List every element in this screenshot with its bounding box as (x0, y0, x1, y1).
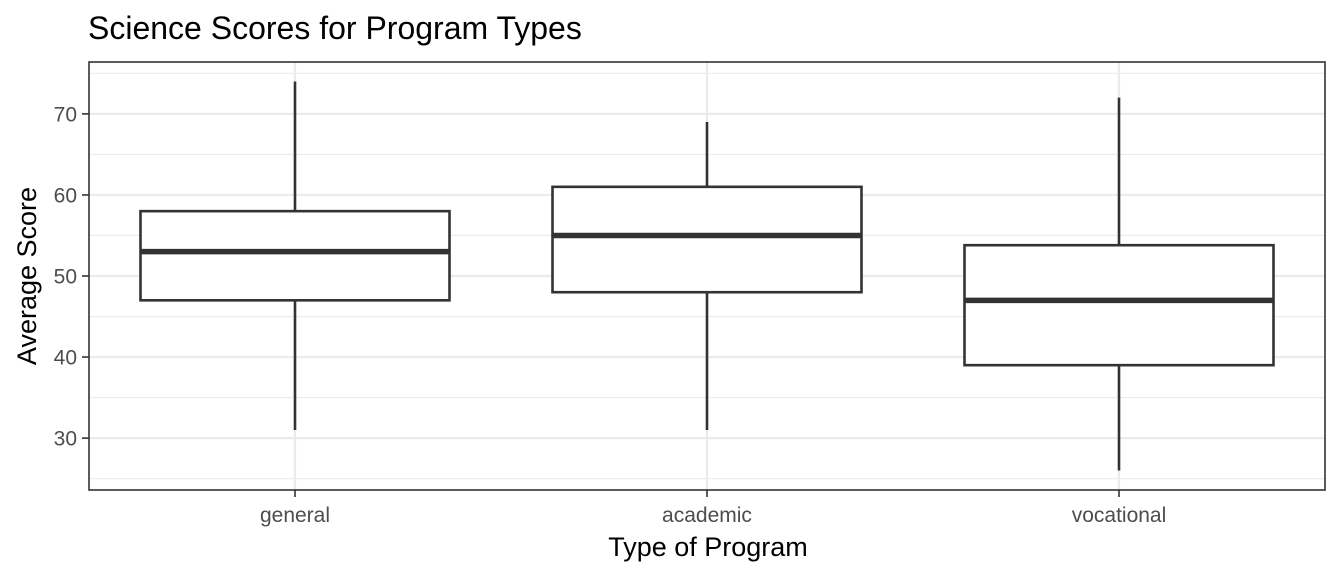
panel-border (88, 61, 1326, 491)
x-axis-title: Type of Program (608, 532, 808, 562)
y-tick-label: 40 (54, 347, 77, 370)
chart-title: Science Scores for Program Types (88, 10, 582, 46)
x-tick-label: general (260, 504, 330, 527)
box-plots (139, 81, 1275, 471)
y-axis-title: Average Score (12, 187, 42, 365)
y-axis-ticks: 30 40 50 60 70 (54, 103, 89, 451)
x-tick-label: academic (662, 504, 752, 527)
iqr-box (551, 185, 863, 294)
y-tick-label: 50 (54, 266, 77, 289)
iqr-box (963, 243, 1275, 367)
y-tick-label: 70 (54, 103, 77, 126)
y-tick-label: 30 (54, 428, 77, 451)
box-vocational (963, 97, 1275, 471)
x-tick-label: vocational (1072, 504, 1167, 527)
y-tick-label: 60 (54, 184, 77, 207)
iqr-box (139, 209, 451, 302)
box-general (139, 81, 451, 431)
box-academic (551, 121, 863, 431)
x-axis-ticks: general academic vocational (260, 490, 1166, 527)
